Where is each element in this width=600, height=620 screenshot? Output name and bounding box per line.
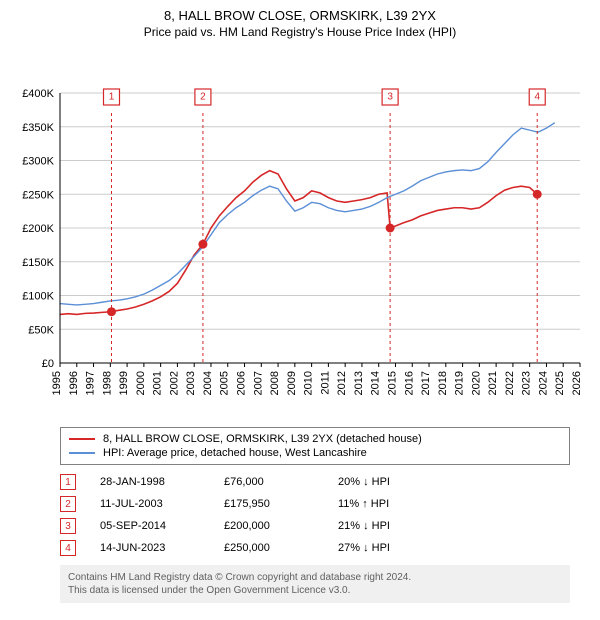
svg-text:£400K: £400K: [22, 88, 54, 100]
svg-text:2021: 2021: [487, 371, 499, 395]
series-hpi: [60, 123, 555, 305]
row-date: 05-SEP-2014: [100, 520, 200, 532]
svg-text:2018: 2018: [437, 371, 449, 395]
svg-text:2: 2: [200, 92, 206, 103]
titles: 8, HALL BROW CLOSE, ORMSKIRK, L39 2YX Pr…: [0, 0, 600, 43]
table-row: 3 05-SEP-2014 £200,000 21% ↓ HPI: [60, 515, 570, 537]
legend-item: 8, HALL BROW CLOSE, ORMSKIRK, L39 2YX (d…: [69, 432, 561, 446]
legend-swatch: [69, 438, 95, 440]
chart-area: £0 £50K £100K £150K £200K £250K £300K £350K £400…: [0, 43, 600, 423]
svg-text:£50K: £50K: [28, 324, 54, 336]
svg-text:2003: 2003: [185, 371, 197, 395]
svg-text:2016: 2016: [403, 371, 415, 395]
row-price: £200,000: [224, 520, 314, 532]
svg-text:4: 4: [534, 92, 540, 103]
attribution-line2: This data is licensed under the Open Gov…: [68, 584, 562, 597]
svg-text:2008: 2008: [269, 371, 281, 395]
legend-label: HPI: Average price, detached house, West…: [103, 447, 367, 459]
svg-text:2012: 2012: [336, 371, 348, 395]
row-hpi: 20% ↓ HPI: [338, 476, 438, 488]
svg-text:1998: 1998: [101, 371, 113, 395]
svg-text:2024: 2024: [537, 371, 549, 395]
legend-item: HPI: Average price, detached house, West…: [69, 446, 561, 460]
svg-text:2022: 2022: [504, 371, 516, 395]
svg-text:2000: 2000: [135, 371, 147, 395]
row-date: 14-JUN-2023: [100, 542, 200, 554]
svg-text:2014: 2014: [370, 371, 382, 395]
svg-text:2002: 2002: [168, 371, 180, 395]
legend-swatch: [69, 452, 95, 454]
svg-text:£0: £0: [42, 358, 54, 370]
row-marker: 4: [60, 540, 76, 556]
table-row: 1 28-JAN-1998 £76,000 20% ↓ HPI: [60, 471, 570, 493]
svg-text:1996: 1996: [68, 371, 80, 395]
row-marker: 1: [60, 474, 76, 490]
legend: 8, HALL BROW CLOSE, ORMSKIRK, L39 2YX (d…: [60, 427, 570, 465]
svg-text:1999: 1999: [118, 371, 130, 395]
attribution: Contains HM Land Registry data © Crown c…: [60, 565, 570, 603]
row-hpi: 11% ↑ HPI: [338, 498, 438, 510]
legend-label: 8, HALL BROW CLOSE, ORMSKIRK, L39 2YX (d…: [103, 433, 422, 445]
row-date: 11-JUL-2003: [100, 498, 200, 510]
svg-text:3: 3: [387, 92, 393, 103]
row-hpi: 27% ↓ HPI: [338, 542, 438, 554]
chart-container: 8, HALL BROW CLOSE, ORMSKIRK, L39 2YX Pr…: [0, 0, 600, 603]
svg-text:2017: 2017: [420, 371, 432, 395]
svg-text:2005: 2005: [219, 371, 231, 395]
svg-text:2006: 2006: [236, 371, 248, 395]
svg-text:2010: 2010: [303, 371, 315, 395]
series-price_paid: [60, 171, 537, 315]
row-date: 28-JAN-1998: [100, 476, 200, 488]
svg-text:2007: 2007: [252, 371, 264, 395]
row-price: £175,950: [224, 498, 314, 510]
svg-text:2025: 2025: [554, 371, 566, 395]
svg-text:£150K: £150K: [22, 257, 54, 269]
svg-text:2020: 2020: [470, 371, 482, 395]
attribution-line1: Contains HM Land Registry data © Crown c…: [68, 571, 562, 584]
row-marker: 3: [60, 518, 76, 534]
row-price: £76,000: [224, 476, 314, 488]
row-marker: 2: [60, 496, 76, 512]
svg-text:£100K: £100K: [22, 291, 54, 303]
svg-text:2015: 2015: [386, 371, 398, 395]
svg-text:2026: 2026: [571, 371, 583, 395]
chart-title: 8, HALL BROW CLOSE, ORMSKIRK, L39 2YX: [0, 8, 600, 23]
table-row: 4 14-JUN-2023 £250,000 27% ↓ HPI: [60, 537, 570, 559]
svg-text:1997: 1997: [85, 371, 97, 395]
table-row: 2 11-JUL-2003 £175,950 11% ↑ HPI: [60, 493, 570, 515]
chart-subtitle: Price paid vs. HM Land Registry's House …: [0, 25, 600, 39]
svg-text:£350K: £350K: [22, 122, 54, 134]
svg-text:£250K: £250K: [22, 189, 54, 201]
svg-text:2001: 2001: [152, 371, 164, 395]
svg-text:£300K: £300K: [22, 156, 54, 168]
row-price: £250,000: [224, 542, 314, 554]
chart-svg: £0 £50K £100K £150K £200K £250K £300K £350K £400…: [0, 43, 600, 423]
svg-text:1995: 1995: [51, 371, 63, 395]
sales-table: 1 28-JAN-1998 £76,000 20% ↓ HPI 2 11-JUL-2003…: [60, 471, 570, 559]
svg-text:2013: 2013: [353, 371, 365, 395]
svg-text:2023: 2023: [521, 371, 533, 395]
svg-text:2004: 2004: [202, 371, 214, 395]
row-hpi: 21% ↓ HPI: [338, 520, 438, 532]
svg-text:2011: 2011: [319, 371, 331, 395]
svg-text:2009: 2009: [286, 371, 298, 395]
svg-text:£200K: £200K: [22, 223, 54, 235]
svg-text:2019: 2019: [454, 371, 466, 395]
svg-text:1: 1: [109, 92, 115, 103]
